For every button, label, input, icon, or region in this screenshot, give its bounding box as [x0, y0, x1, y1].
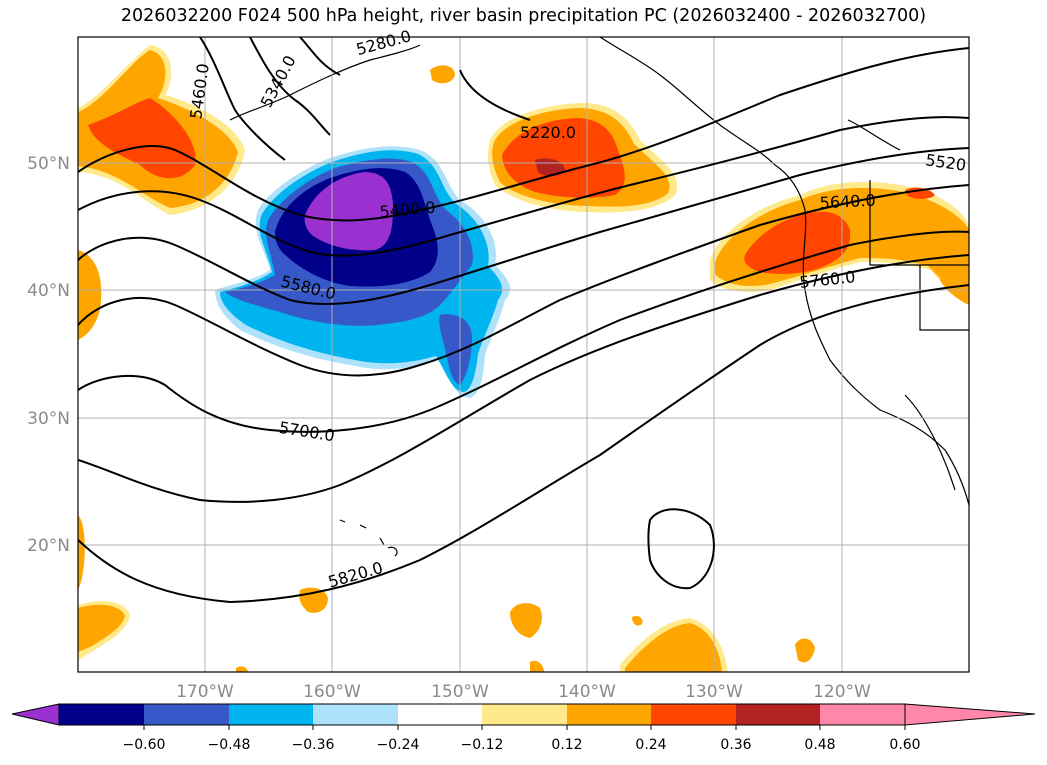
colorbar-segment: [144, 704, 229, 725]
lat-label-20n: 20°N: [27, 536, 70, 556]
precipitation-field: [78, 45, 969, 672]
lon-label-160w: 160°W: [303, 682, 361, 702]
lon-label-130w: 130°W: [685, 682, 743, 702]
colorbar-segment: [567, 704, 651, 725]
colorbar-tick-label: −0.48: [208, 737, 251, 753]
colorbar-segment: [651, 704, 736, 725]
colorbar-segment: [313, 704, 398, 725]
colorbar-extend-min: [11, 703, 60, 726]
colorbar-tick-label: 0.36: [720, 737, 751, 753]
lon-label-170w: 170°W: [176, 682, 234, 702]
contour-label-5400: 5400.0: [379, 198, 436, 222]
colorbar-tick-marks: [143, 725, 906, 730]
lat-label-40n: 40°N: [27, 281, 70, 301]
height-contours: [78, 37, 969, 604]
colorbar-tick-label: 0.12: [551, 737, 582, 753]
lat-label-50n: 50°N: [27, 154, 70, 174]
coastlines: [229, 37, 969, 557]
colorbar-tick-label: 0.48: [804, 737, 835, 753]
latitude-labels: 50°N 40°N 30°N 20°N: [27, 154, 70, 556]
colorbar-tick-label: −0.36: [292, 737, 335, 753]
colorbar-tick-label: −0.12: [461, 737, 504, 753]
colorbar-segment: [398, 704, 482, 725]
graticule: [78, 37, 969, 672]
contour-label-5220: 5220.0: [520, 123, 576, 142]
map-frame: [77, 36, 970, 673]
colorbar-extend-max: [904, 703, 1036, 726]
longitude-labels: 170°W 160°W 150°W 140°W 130°W 120°W: [176, 682, 871, 702]
colorbar-tick-label: −0.60: [123, 737, 166, 753]
lon-label-140w: 140°W: [558, 682, 616, 702]
colorbar-segment: [820, 704, 905, 725]
colorbar-segment: [482, 704, 567, 725]
colorbar-segment: [59, 704, 144, 725]
colorbar: −0.60 −0.48 −0.36 −0.24 −0.12 0.12 0.24 …: [11, 703, 1036, 753]
contour-label-5640: 5640.0: [819, 191, 876, 213]
plot-title: 2026032200 F024 500 hPa height, river ba…: [120, 6, 927, 26]
colorbar-tick-label: 0.60: [889, 737, 920, 753]
colorbar-tick-label: −0.24: [377, 737, 420, 753]
colorbar-segment: [229, 704, 313, 725]
lon-label-150w: 150°W: [431, 682, 489, 702]
colorbar-segment: [736, 704, 820, 725]
colorbar-tick-label: 0.24: [635, 737, 666, 753]
lat-label-30n: 30°N: [27, 409, 70, 429]
lon-label-120w: 120°W: [813, 682, 871, 702]
